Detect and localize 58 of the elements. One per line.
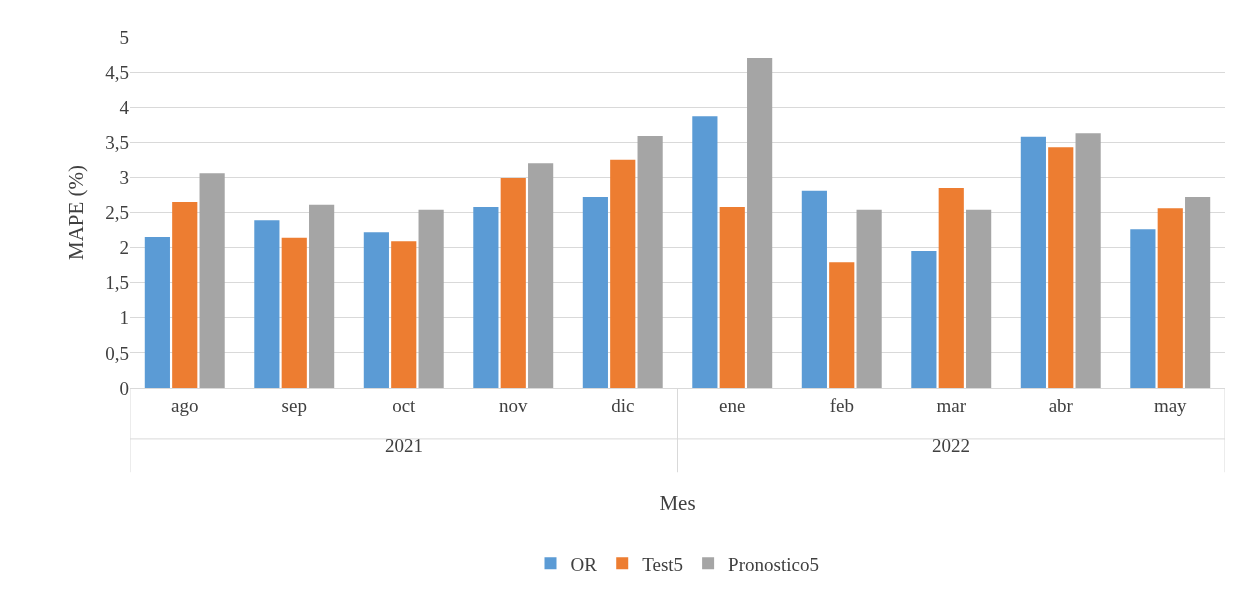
y-tick-label: 2,5: [105, 202, 129, 224]
y-tick-label: 5: [119, 26, 129, 48]
bar: [829, 262, 855, 388]
y-tick-label: 4,5: [105, 61, 129, 83]
bar: [1075, 133, 1101, 388]
x-tick-label: nov: [499, 394, 528, 416]
bar: [199, 173, 225, 388]
x-tick-label: abr: [1048, 394, 1074, 416]
x-tick-label: dic: [611, 394, 635, 416]
x-tick-label: ene: [719, 394, 746, 416]
bar: [281, 237, 307, 388]
bar: [911, 251, 937, 388]
x-tick-label: may: [1153, 394, 1188, 416]
bar: [719, 206, 745, 388]
bar: [1048, 147, 1074, 388]
x-tick-label: mar: [936, 394, 967, 416]
y-tick-label: 3: [119, 167, 129, 189]
bar: [856, 209, 882, 388]
bar: [528, 163, 554, 388]
bar: [473, 206, 499, 388]
y-tick-label: 2: [119, 237, 129, 259]
text: 2021: [385, 435, 423, 456]
bar: [1157, 208, 1183, 388]
bar: [172, 201, 198, 388]
x-tick-label: ago: [171, 394, 199, 416]
y-tick-label: 1: [119, 307, 129, 329]
y-tick-label: 0: [119, 377, 129, 399]
bar: [500, 178, 526, 388]
bar: [692, 116, 718, 388]
y-tick-label: 4: [119, 96, 130, 118]
bar: [144, 237, 170, 388]
bar: [801, 190, 827, 388]
legend-label: OR: [570, 553, 598, 575]
bar: [363, 232, 389, 388]
bar: [1185, 197, 1211, 388]
bar: [1130, 229, 1156, 388]
x-axis-title: Mes: [659, 491, 696, 515]
bar: [309, 204, 335, 388]
bar: [938, 187, 964, 388]
bar: [1020, 136, 1046, 388]
bar: [637, 135, 663, 388]
legend-label: Pronostico5: [728, 553, 819, 575]
bar: [747, 58, 773, 388]
x-tick-label: oct: [392, 394, 417, 416]
y-axis-title: MAPE (%): [64, 164, 89, 261]
bar: [254, 220, 280, 388]
bar: [610, 159, 636, 388]
legend-label: Test5: [642, 553, 684, 575]
text: 2022: [932, 435, 970, 456]
bar: [391, 241, 417, 388]
bar: [966, 209, 992, 388]
y-tick-label: 1,5: [105, 272, 129, 294]
y-tick-label: 3,5: [105, 131, 129, 153]
bar: [418, 209, 444, 388]
bar: [582, 197, 608, 388]
x-tick-label: feb: [829, 394, 854, 416]
x-tick-label: sep: [281, 394, 307, 416]
y-tick-label: 0,5: [105, 342, 129, 364]
